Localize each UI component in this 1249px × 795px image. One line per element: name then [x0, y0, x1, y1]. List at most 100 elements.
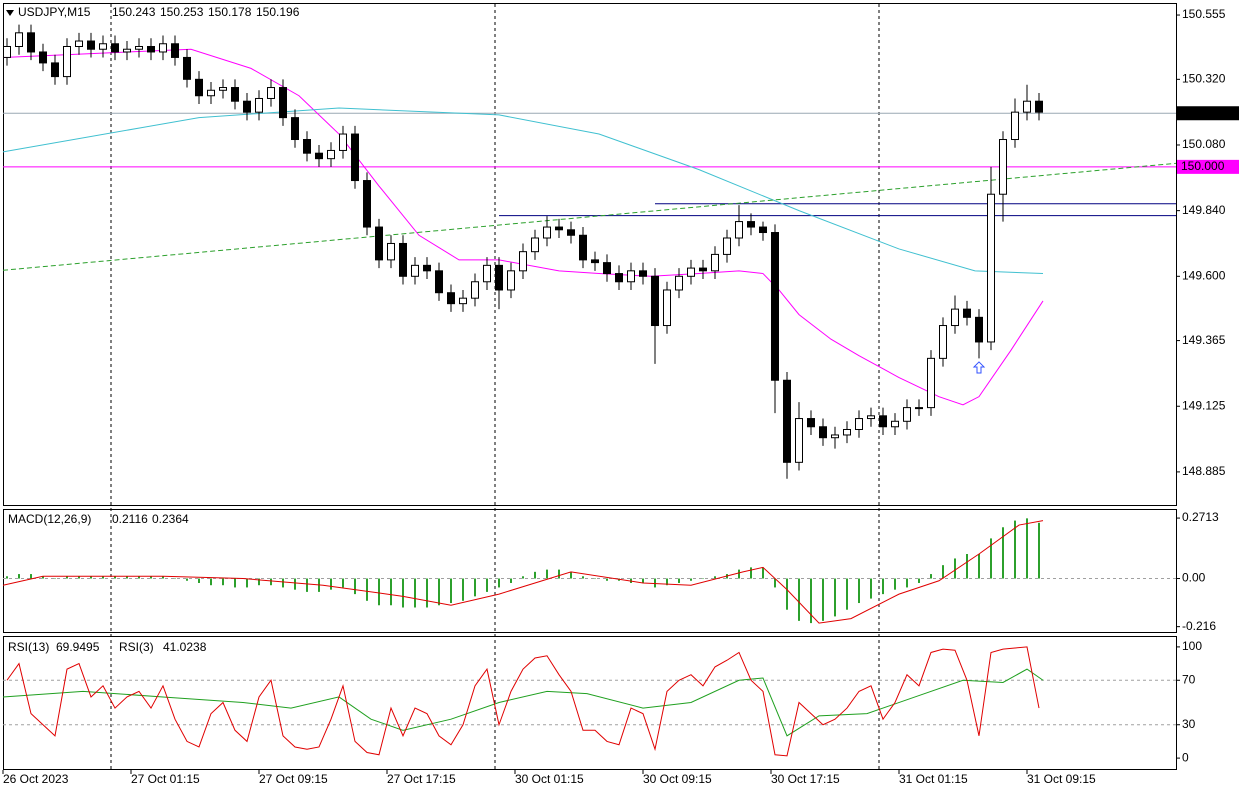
indicator-line: [2, 520, 1044, 624]
candle-body: [867, 415, 875, 420]
macd-histogram-bar: [894, 578, 896, 590]
header-value: 150.243: [112, 5, 156, 19]
macd-histogram-bar: [678, 578, 680, 583]
candle-body: [483, 264, 491, 283]
macd-histogram-bar: [330, 578, 332, 590]
macd-histogram-bar: [978, 554, 980, 579]
candle-body: [831, 434, 839, 439]
macd-histogram-bar: [294, 578, 296, 590]
candle-body: [987, 193, 995, 343]
macd-histogram-bar: [642, 578, 644, 583]
candle-body: [435, 270, 443, 294]
candle-body: [459, 297, 467, 305]
indicator-line: [2, 162, 1177, 271]
macd-histogram-bar: [1038, 522, 1040, 579]
macd-histogram-bar: [390, 578, 392, 606]
candle-body: [627, 270, 635, 283]
x-tick-label: 27 Oct 17:15: [387, 772, 456, 786]
candle-body: [471, 281, 479, 299]
candle-body: [555, 226, 563, 231]
candle-body: [519, 251, 527, 272]
macd-histogram-bar: [942, 565, 944, 579]
x-tick-label: 30 Oct 01:15: [515, 772, 584, 786]
candle-body: [195, 78, 203, 97]
y-tick-label: 0.00: [1182, 571, 1206, 585]
candle-body: [123, 48, 131, 53]
candle-body: [771, 232, 779, 381]
macd-histogram-bar: [846, 578, 848, 610]
symbol-menu-arrow[interactable]: [6, 10, 14, 16]
macd-histogram-bar: [558, 569, 560, 579]
candle-body: [603, 262, 611, 275]
macd-histogram-bar: [930, 574, 932, 579]
candle-body: [663, 289, 671, 327]
y-tick-label: 0: [1182, 750, 1189, 764]
candle-body: [243, 100, 251, 113]
candle-body: [87, 40, 95, 50]
candle-body: [303, 139, 311, 154]
x-tick-label: 27 Oct 09:15: [259, 772, 328, 786]
indicator-line: [6, 646, 1040, 757]
candle-body: [891, 420, 899, 428]
y-tick-label: 149.365: [1182, 333, 1226, 347]
candle-body: [699, 267, 707, 272]
macd-histogram-bar: [666, 578, 668, 586]
macd-histogram-bar: [30, 574, 32, 579]
macd-histogram-bar: [810, 578, 812, 624]
macd-histogram-bar: [510, 578, 512, 583]
candle-body: [171, 43, 179, 58]
candle-body: [639, 270, 647, 277]
price-tag: [1177, 159, 1239, 174]
macd-histogram-bar: [582, 576, 584, 579]
x-tick-label: 27 Oct 01:15: [131, 772, 200, 786]
y-tick-label: -0.216: [1182, 619, 1216, 633]
candle-body: [207, 89, 215, 97]
macd-histogram-bar: [774, 578, 776, 588]
candle-body: [351, 133, 359, 182]
candle-body: [927, 357, 935, 409]
candle-body: [183, 56, 191, 80]
macd-histogram-bar: [306, 578, 308, 592]
macd-panel-frame: [3, 509, 1177, 633]
y-tick-label: 148.885: [1182, 464, 1226, 478]
candle-body: [591, 259, 599, 264]
candle-body: [723, 237, 731, 255]
y-tick-label: 149.600: [1182, 268, 1226, 282]
x-tick-label: 31 Oct 09:15: [1027, 772, 1096, 786]
macd-histogram-bar: [918, 578, 920, 583]
macd-histogram-bar: [522, 576, 524, 579]
macd-histogram-bar: [954, 558, 956, 579]
macd-histogram-bar: [474, 578, 476, 597]
candle-body: [111, 43, 119, 53]
candle-body: [795, 418, 803, 463]
indicator-label: MACD(12,26,9): [8, 512, 91, 526]
macd-histogram-bar: [870, 578, 872, 599]
indicator-label: RSI(3): [119, 640, 154, 654]
candle-body: [807, 418, 815, 428]
indicator-line: [2, 668, 1044, 737]
macd-histogram-bar: [822, 578, 824, 621]
macd-histogram-bar: [66, 576, 68, 579]
macd-histogram-bar: [234, 578, 236, 588]
candle-body: [99, 43, 107, 50]
candle-body: [759, 226, 767, 234]
candle-body: [939, 325, 947, 359]
macd-histogram-bar: [102, 576, 104, 579]
macd-histogram-bar: [414, 578, 416, 608]
macd-histogram-bar: [762, 567, 764, 579]
candle-body: [567, 229, 575, 236]
macd-histogram-bar: [90, 576, 92, 579]
macd-histogram-bar: [786, 578, 788, 610]
candle-body: [327, 149, 335, 160]
y-tick-label: 100: [1182, 639, 1202, 653]
candle-body: [39, 51, 47, 64]
candle-body: [447, 292, 455, 305]
candle-body: [579, 234, 587, 261]
candle-body: [735, 221, 743, 239]
macd-histogram-bar: [210, 578, 212, 586]
candle-body: [27, 32, 35, 53]
header-value: 150.196: [256, 5, 300, 19]
y-tick-label: 150.555: [1182, 7, 1226, 21]
candle-body: [51, 62, 59, 78]
